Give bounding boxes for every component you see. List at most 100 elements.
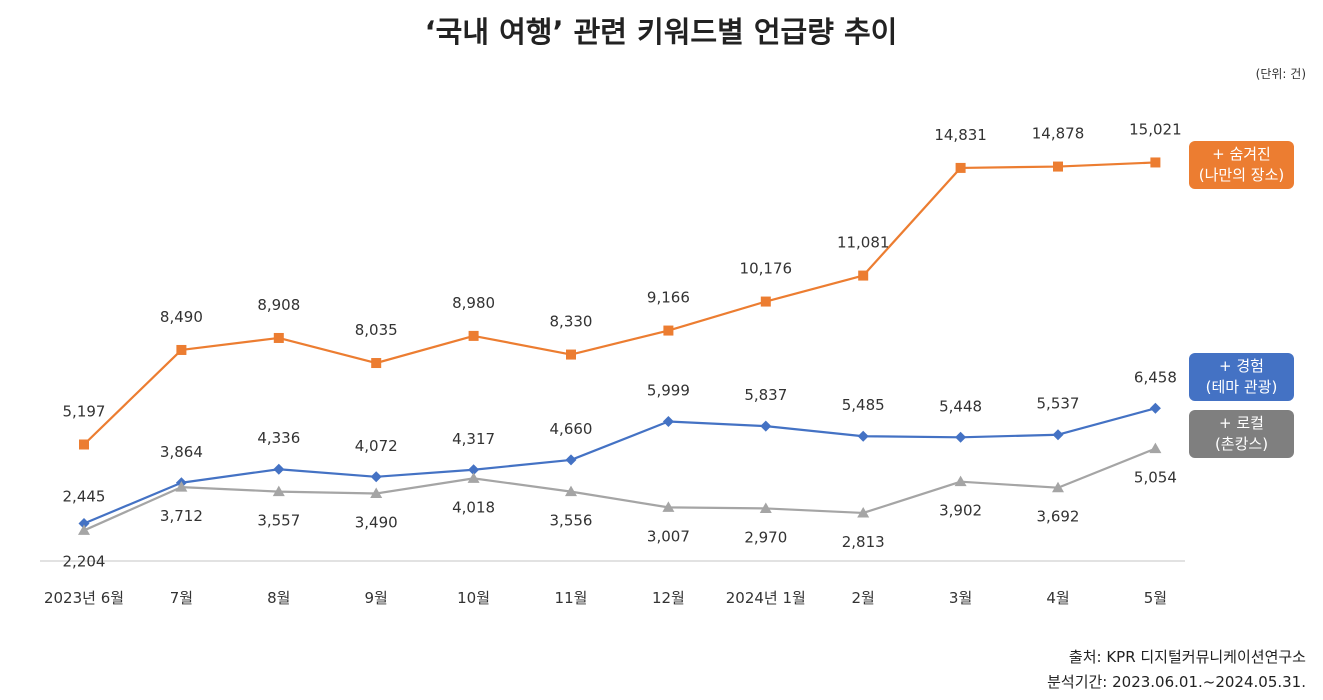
series-line-blue	[83, 407, 1156, 525]
x-tick-label: 11월	[555, 589, 588, 607]
data-label-orange: 5,197	[63, 403, 106, 421]
x-axis-tick-labels: 2023년 6월 7월 8월 9월 10월 11월 12월 2024년 1월 2월 3월 4월 5월	[44, 589, 1167, 607]
data-label-gray: 2,204	[63, 552, 106, 570]
x-tick-label: 8월	[267, 589, 290, 607]
legend-orange-series: + 숨겨진 (나만의 장소)	[1189, 141, 1294, 189]
legend-orange-line1: + 숨겨진	[1212, 145, 1271, 163]
data-label-blue: 5,999	[647, 381, 690, 399]
marker-gray	[78, 524, 90, 535]
marker-orange	[371, 358, 382, 369]
data-label-gray: 5,054	[1134, 469, 1177, 487]
x-tick-label: 9월	[365, 589, 388, 607]
data-label-orange: 8,330	[550, 313, 593, 331]
x-tick-label: 2월	[852, 589, 875, 607]
marker-orange	[176, 344, 187, 355]
unit-label: (단위: 건)	[1256, 67, 1306, 81]
marker-gray	[1149, 442, 1162, 454]
x-tick-label: 3월	[949, 589, 972, 607]
marker-orange	[79, 439, 89, 450]
legend-blue-line2: (테마 관광)	[1205, 378, 1278, 396]
data-label-orange: 11,081	[837, 234, 890, 252]
marker-gray	[857, 506, 870, 518]
legend-gray-line1: + 로컬	[1219, 414, 1264, 432]
series-lines	[83, 161, 1156, 532]
marker-orange	[858, 270, 869, 281]
x-tick-label: 12월	[652, 589, 685, 607]
marker-blue	[370, 471, 382, 483]
data-label-blue: 5,485	[842, 396, 885, 414]
data-label-blue: 3,864	[160, 443, 203, 461]
data-label-blue: 6,458	[1134, 368, 1177, 386]
marker-blue	[1052, 429, 1064, 441]
series-markers	[78, 157, 1162, 535]
data-label-blue: 5,537	[1037, 395, 1080, 413]
marker-blue	[273, 463, 285, 475]
marker-orange	[1053, 161, 1063, 172]
x-tick-label: 2024년 1월	[726, 589, 806, 607]
data-label-gray: 3,712	[160, 507, 203, 525]
data-label-gray: 3,692	[1037, 508, 1080, 526]
legend-blue-series: + 경험 (테마 관광)	[1189, 353, 1294, 401]
marker-blue	[662, 415, 674, 427]
marker-blue	[760, 420, 772, 432]
x-tick-label: 10월	[457, 589, 490, 607]
data-label-orange: 14,831	[934, 126, 987, 144]
marker-gray	[954, 475, 967, 487]
marker-blue	[1149, 402, 1161, 414]
data-label-gray: 4,018	[452, 498, 495, 516]
marker-orange	[663, 325, 674, 336]
chart-title: ‘국내 여행’ 관련 키워드별 언급량 추이	[425, 15, 898, 49]
x-tick-label: 2023년 6월	[44, 589, 124, 607]
source-credit: 출처: KPR 디지털커뮤니케이션연구소	[1068, 648, 1306, 666]
data-label-gray: 3,902	[939, 502, 982, 520]
marker-orange	[468, 330, 479, 341]
marker-gray	[1052, 481, 1064, 493]
marker-gray	[565, 485, 577, 497]
marker-orange	[955, 162, 966, 173]
series-line-orange	[83, 161, 1156, 446]
data-label-orange: 8,908	[257, 296, 300, 314]
marker-orange	[760, 296, 771, 307]
marker-orange	[273, 332, 284, 343]
data-label-blue: 5,837	[744, 386, 787, 404]
data-label-blue: 4,072	[355, 437, 398, 455]
data-label-orange: 10,176	[740, 260, 793, 278]
data-label-orange: 8,035	[355, 321, 398, 339]
marker-gray	[467, 472, 480, 483]
marker-blue	[857, 430, 869, 442]
data-label-blue: 4,660	[550, 420, 593, 438]
data-label-gray: 3,557	[257, 512, 300, 530]
x-tick-label: 4월	[1046, 589, 1069, 607]
data-label-blue: 2,445	[63, 488, 106, 506]
series-line-gray	[83, 447, 1156, 532]
marker-gray	[759, 502, 772, 513]
marker-gray	[272, 485, 285, 497]
data-labels: 5,197 8,490 8,908 8,035 8,980 8,330 9,166 10,17…	[63, 120, 1182, 570]
data-label-orange: 8,980	[452, 294, 495, 312]
data-label-orange: 14,878	[1032, 125, 1085, 143]
legend-blue-line1: + 경험	[1219, 357, 1264, 375]
data-label-gray: 3,556	[550, 512, 593, 530]
data-label-gray: 2,813	[842, 533, 885, 551]
data-label-orange: 15,021	[1129, 120, 1182, 138]
x-tick-label: 7월	[170, 589, 193, 607]
data-label-blue: 5,448	[939, 397, 982, 415]
data-label-blue: 4,336	[257, 429, 300, 447]
marker-gray	[662, 501, 675, 512]
legend-gray-line2: (촌캉스)	[1214, 435, 1269, 453]
data-label-blue: 4,317	[452, 430, 495, 448]
data-label-gray: 2,970	[744, 528, 787, 546]
marker-blue	[78, 518, 90, 530]
legend-orange-line2: (나만의 장소)	[1198, 166, 1285, 184]
marker-blue	[468, 464, 480, 476]
marker-gray	[370, 487, 383, 499]
marker-gray	[175, 481, 188, 492]
data-label-gray: 3,490	[355, 514, 398, 532]
analysis-period: 분석기간: 2023.06.01.~2024.05.31.	[1047, 673, 1306, 691]
marker-orange	[1150, 157, 1161, 168]
data-label-orange: 8,490	[160, 308, 203, 326]
x-tick-label: 5월	[1144, 589, 1167, 607]
legend-gray-series: + 로컬 (촌캉스)	[1189, 410, 1294, 458]
data-label-gray: 3,007	[647, 527, 690, 545]
